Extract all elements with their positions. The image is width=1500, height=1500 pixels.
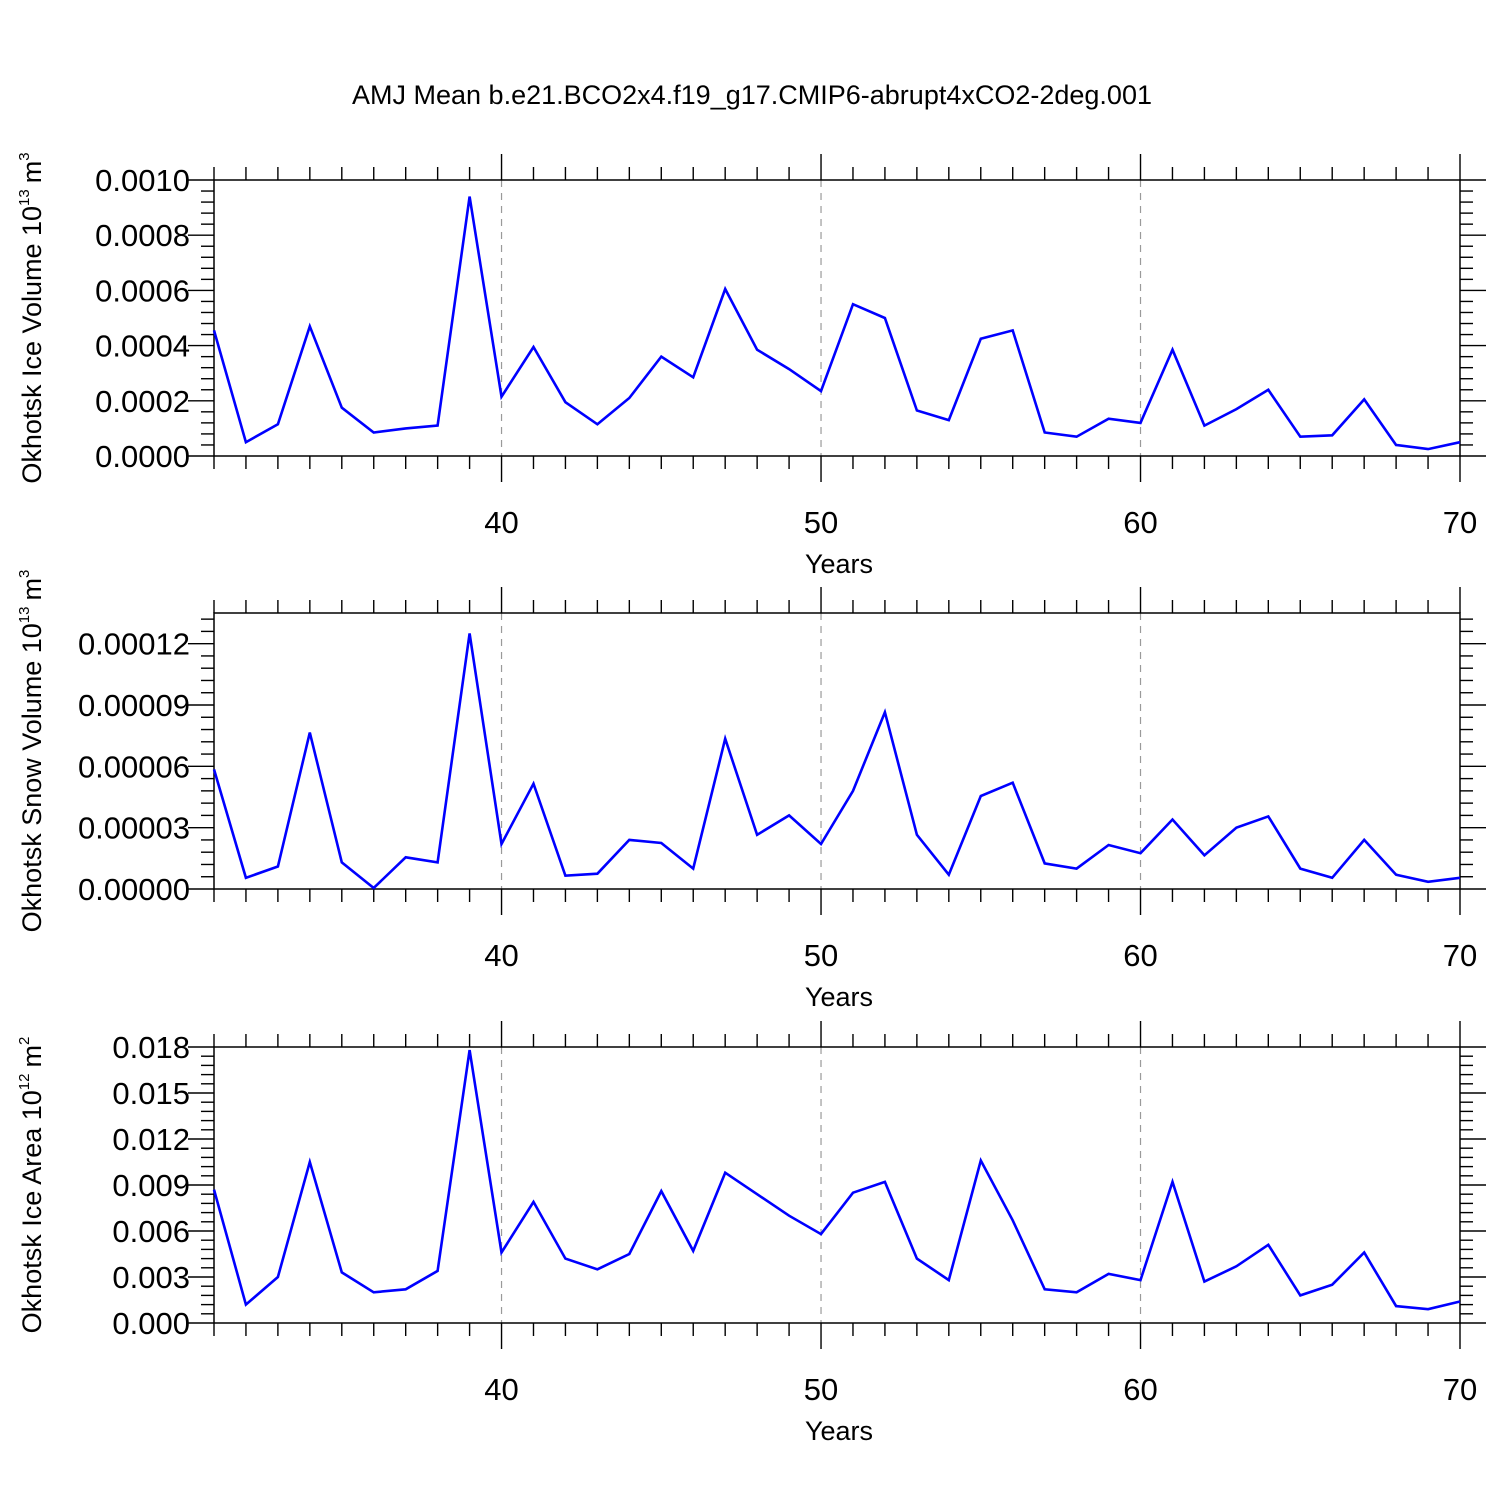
x-axis-title: Years [805, 1416, 873, 1446]
panels: 40 50 60 700.00000.00020.00040.00060.00080.… [16, 152, 1486, 1446]
plot-frame [213, 179, 1461, 457]
x-tick-label: 50 [804, 938, 838, 973]
y-tick-label: 0.000 [112, 1306, 190, 1341]
y-axis-title-exponent: 13 [16, 189, 33, 206]
plot-frame [213, 612, 1461, 890]
y-tick-label: 0.00000 [78, 872, 190, 907]
y-tick-label: 0.0000 [95, 439, 190, 474]
x-axis-title: Years [805, 982, 873, 1012]
y-axis-title: Okhotsk Ice Area 1012 m2 [16, 1037, 47, 1334]
y-axis-title: Okhotsk Snow Volume 1013 m3 [16, 570, 47, 933]
x-tick-label: 70 [1443, 938, 1477, 973]
y-axis-title-unit-exponent: 2 [16, 1037, 33, 1045]
y-tick-label: 0.006 [112, 1214, 190, 1249]
y-axis-title-text: Okhotsk Snow Volume 10 [17, 623, 47, 932]
y-axis-title-exponent: 12 [16, 1074, 33, 1091]
x-axis-title: Years [805, 549, 873, 579]
x-tick-label: 40 [484, 505, 518, 540]
series-line [212, 633, 1461, 890]
x-tick-label: 40 [484, 938, 518, 973]
y-tick-label: 0.0008 [95, 218, 190, 253]
y-tick-label: 0.00012 [78, 627, 190, 662]
series-line [212, 196, 1461, 451]
x-tick-label: 50 [804, 1372, 838, 1407]
panel-1: 40 50 60 70 0.0000 0.0002 0.0004 0.0006 0.0008 0.… [16, 152, 1486, 579]
y-tick-label: 0.0010 [95, 163, 190, 198]
y-tick-label: 0.00003 [78, 811, 190, 846]
y-tick-label: 0.003 [112, 1260, 190, 1295]
y-axis-title-exponent: 13 [16, 606, 33, 623]
x-tick-label: 60 [1123, 1372, 1157, 1407]
y-tick-label: 0.009 [112, 1168, 190, 1203]
x-tick-label: 70 [1443, 505, 1477, 540]
y-tick-label: 0.012 [112, 1122, 190, 1157]
x-tick-label: 60 [1123, 938, 1157, 973]
y-axis-title-unit-exponent: 3 [16, 152, 33, 160]
y-tick-label: 0.00009 [78, 688, 190, 723]
x-tick-label: 50 [804, 505, 838, 540]
x-tick-label: 40 [484, 1372, 518, 1407]
y-axis-title: Okhotsk Ice Volume 1013 m3 [16, 152, 47, 483]
y-tick-label: 0.0004 [95, 329, 190, 364]
y-tick-label: 0.0002 [95, 384, 190, 419]
y-axis-title-unit: m [17, 1045, 47, 1068]
y-axis-title-unit: m [17, 161, 47, 184]
y-tick-label: 0.018 [112, 1030, 190, 1065]
y-axis-title-unit: m [17, 578, 47, 601]
chart-title: AMJ Mean b.e21.BCO2x4.f19_g17.CMIP6-abru… [352, 80, 1152, 110]
y-axis-title-unit-exponent: 3 [16, 570, 33, 578]
y-tick-label: 0.015 [112, 1076, 190, 1111]
y-axis-title-text: Okhotsk Ice Volume 10 [17, 206, 47, 484]
panel-3: 40 50 60 70 0.000 0.003 0.006 0.009 0.012 0.015 0.… [16, 1021, 1486, 1446]
y-tick-label: 0.00006 [78, 749, 190, 784]
series-line [212, 1049, 1461, 1311]
y-axis-title-text: Okhotsk Ice Area 10 [17, 1090, 47, 1333]
plot-frame [213, 1046, 1461, 1324]
x-tick-label: 70 [1443, 1372, 1477, 1407]
panel-2: 40 50 60 70 0.00000 0.00003 0.00006 0.00009 0.00… [16, 570, 1486, 1012]
y-tick-label: 0.0006 [95, 273, 190, 308]
x-tick-label: 60 [1123, 505, 1157, 540]
